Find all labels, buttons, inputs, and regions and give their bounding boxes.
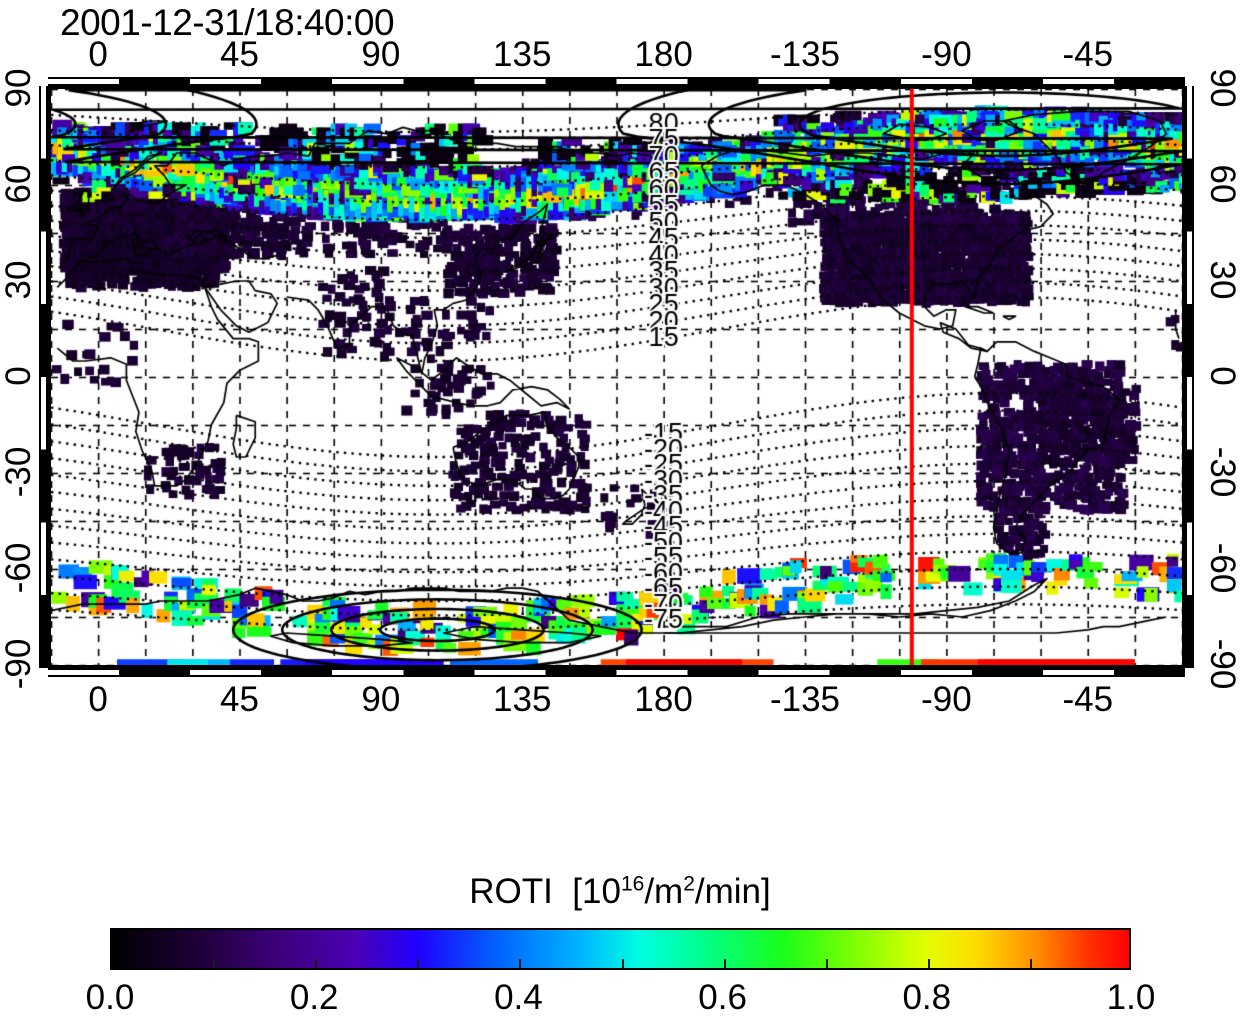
colorbar-units-tail: /min]: [694, 872, 771, 911]
frame-band-bottom: [48, 668, 1185, 677]
colorbar-tick-label: 0.0: [85, 978, 135, 1017]
lat-tick-label-left: -60: [0, 542, 38, 594]
colorbar-tick: [723, 959, 726, 968]
lat-tick-label-right: 60: [1203, 164, 1240, 204]
lon-tick-label: -45: [1062, 35, 1114, 74]
lon-tick-label: -45: [1062, 680, 1114, 719]
lon-tick-label: 135: [493, 35, 552, 74]
lon-tick-label: 45: [220, 35, 259, 74]
lat-tick-label-left: -90: [0, 638, 38, 690]
lon-tick-label: 90: [361, 680, 401, 719]
colorbar-units-exponent: 16: [620, 872, 645, 896]
lon-tick-label: -90: [921, 35, 972, 74]
colorbar-tick: [927, 959, 930, 968]
colorbar-units-suffix: /m: [644, 872, 684, 911]
lon-tick-label: -90: [921, 680, 972, 719]
colorbar-units-suffix-exponent: 2: [683, 872, 695, 896]
roti-global-map: [48, 86, 1185, 668]
colorbar-tick: [315, 959, 318, 968]
colorbar-tick: [417, 959, 420, 968]
frame-band-left: [39, 86, 48, 668]
colorbar-tick: [621, 959, 624, 968]
colorbar-label-roti: ROTI: [469, 872, 553, 911]
colorbar-units-prefix: [10: [572, 872, 621, 911]
colorbar-tick: [519, 959, 522, 968]
colorbar[interactable]: [110, 928, 1131, 970]
frame-band-right: [1185, 86, 1194, 668]
lat-tick-label-left: 0: [0, 366, 38, 386]
colorbar-tick-label: 1.0: [1106, 978, 1156, 1017]
colorbar-tick: [1029, 959, 1032, 968]
lon-tick-label: 180: [634, 35, 693, 74]
lon-tick-label: 0: [88, 680, 108, 719]
lat-tick-label-right: -90: [1203, 638, 1240, 690]
colorbar-tick-label: 0.8: [902, 978, 952, 1017]
lat-tick-label-left: -30: [0, 446, 38, 498]
lon-tick-label: 90: [361, 35, 401, 74]
colorbar-tick-label: 0.2: [289, 978, 339, 1017]
colorbar-tick-label: 0.6: [698, 978, 747, 1017]
colorbar-gradient: [112, 930, 1129, 968]
lat-tick-label-right: 90: [1203, 68, 1240, 108]
colorbar-title: ROTI [1016/m2/min]: [0, 872, 1240, 912]
lat-tick-label-right: 0: [1203, 366, 1240, 386]
colorbar-tick: [825, 959, 828, 968]
lat-tick-label-left: 30: [0, 260, 38, 300]
lon-tick-label: -135: [769, 35, 841, 74]
lat-tick-label-left: 60: [0, 164, 38, 204]
lat-tick-label-right: 30: [1203, 260, 1240, 300]
lon-tick-label: 0: [88, 35, 108, 74]
lon-tick-label: 180: [634, 680, 693, 719]
colorbar-tick: [213, 959, 216, 968]
lon-tick-label: 135: [493, 680, 552, 719]
colorbar-tick-label: 0.4: [494, 978, 543, 1017]
lat-tick-label-left: 90: [0, 68, 38, 108]
lat-tick-label-right: -30: [1203, 446, 1240, 498]
lon-tick-label: 45: [220, 680, 259, 719]
frame-band-top: [48, 77, 1185, 86]
lat-tick-label-right: -60: [1203, 542, 1240, 594]
map-data-canvas: [51, 89, 1182, 665]
page-title: 2001-12-31/18:40:00: [60, 2, 395, 43]
lon-tick-label: -135: [769, 680, 841, 719]
